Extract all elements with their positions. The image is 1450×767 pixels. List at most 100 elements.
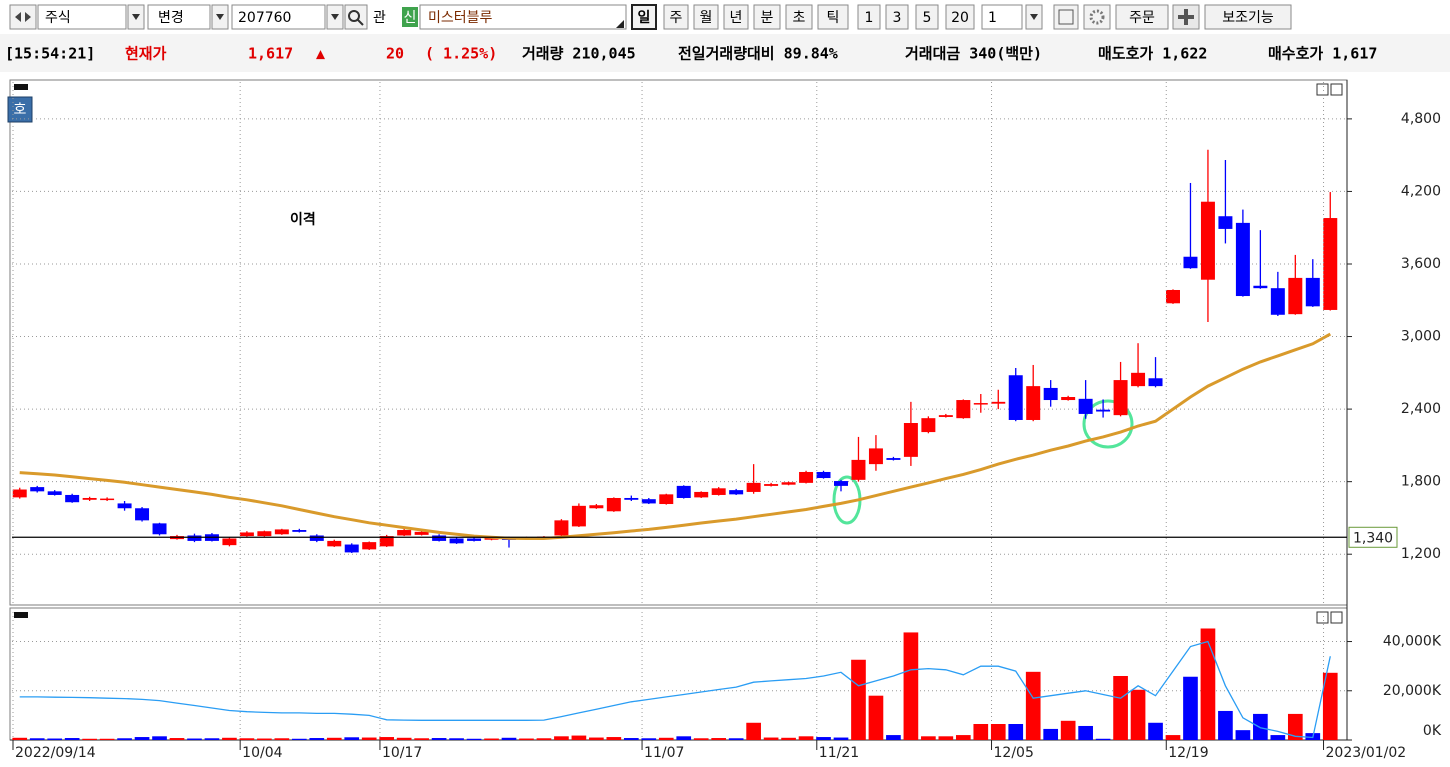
- panel-close[interactable]: [1330, 83, 1343, 96]
- x-tick-label: 12/19: [1168, 745, 1208, 761]
- candle-body: [781, 482, 796, 485]
- volume-bar: [361, 737, 377, 740]
- panel-close[interactable]: [1330, 611, 1343, 624]
- volume-bar: [1165, 735, 1181, 740]
- volume-bar: [973, 724, 989, 740]
- quote-rate: ( 1.25%): [425, 45, 497, 63]
- corner-mark: [616, 20, 624, 28]
- candle-body: [432, 535, 447, 541]
- order[interactable]: 주문: [1129, 10, 1155, 26]
- panel-max[interactable]: [1316, 611, 1329, 624]
- code: 207760: [238, 10, 291, 26]
- volume-bar: [571, 735, 587, 740]
- y-tick-label: 1,200: [1401, 546, 1441, 562]
- interval-label[interactable]: 1: [865, 10, 874, 26]
- volume-bar: [886, 735, 901, 740]
- save-icon: [1058, 9, 1074, 25]
- highlight-circle: [1082, 399, 1134, 449]
- volume-bar: [152, 736, 167, 740]
- panel-icon[interactable]: [14, 612, 28, 618]
- volume-bar: [728, 738, 744, 740]
- volume-bar: [326, 737, 342, 740]
- search-icon: [348, 10, 360, 22]
- period-button[interactable]: [723, 4, 749, 30]
- interval-label[interactable]: 3: [893, 10, 902, 26]
- interval-button[interactable]: [885, 4, 909, 30]
- volume-bar: [781, 737, 796, 740]
- candle-body: [222, 538, 237, 546]
- name-field[interactable]: [419, 4, 627, 30]
- candle-body: [589, 505, 604, 509]
- volume-bar: [431, 738, 447, 740]
- order-button[interactable]: [1115, 4, 1169, 30]
- volume-bar: [222, 737, 237, 740]
- candle-body: [1270, 288, 1285, 315]
- change-field[interactable]: [147, 4, 211, 30]
- aux-button[interactable]: [1204, 4, 1292, 30]
- candle-body: [851, 459, 866, 480]
- interval-button[interactable]: [945, 4, 975, 30]
- period-label[interactable]: 년: [730, 10, 743, 26]
- volume-bar: [1322, 672, 1338, 740]
- candle-body: [379, 536, 394, 547]
- period-button[interactable]: [693, 4, 719, 30]
- y-tick-label: 40,000K: [1383, 634, 1442, 650]
- settings-button[interactable]: [1083, 4, 1111, 30]
- candle-body: [1096, 409, 1111, 412]
- aux[interactable]: 보조기능: [1222, 10, 1274, 26]
- volume-bar: [1235, 730, 1251, 740]
- nav-button[interactable]: [9, 4, 37, 30]
- interval-button[interactable]: [857, 4, 881, 30]
- badge-new-text: 신: [404, 10, 417, 26]
- candle-body: [624, 497, 639, 500]
- period-button[interactable]: [631, 4, 657, 30]
- volume-bar: [589, 737, 604, 740]
- volume-bar: [379, 737, 395, 740]
- volume-bar: [693, 738, 709, 740]
- period-label[interactable]: 월: [700, 10, 713, 26]
- candle-body: [991, 401, 1006, 404]
- candle-body: [659, 494, 674, 505]
- volume-bar: [396, 737, 412, 740]
- candle-body: [956, 400, 971, 419]
- period-button[interactable]: [663, 4, 689, 30]
- panel-icon[interactable]: [14, 84, 28, 90]
- period-label[interactable]: 분: [761, 10, 774, 26]
- candle-body: [921, 418, 936, 433]
- panel-badge[interactable]: 호: [14, 102, 27, 118]
- candle-body: [47, 491, 62, 495]
- period-label[interactable]: 주: [670, 10, 683, 26]
- interval-label[interactable]: 5: [923, 10, 932, 26]
- volume-bar: [746, 722, 761, 740]
- watch[interactable]: 관: [373, 10, 386, 26]
- settings-icon: [1089, 9, 1105, 25]
- period-button[interactable]: [817, 4, 849, 30]
- candle-body: [903, 423, 918, 457]
- volume-bar: [1287, 713, 1303, 740]
- candle-body: [82, 497, 97, 500]
- candle-body: [1305, 277, 1320, 307]
- quote-item: 거래량 210,045: [522, 45, 636, 63]
- candle-body: [274, 529, 289, 535]
- volume-bar: [1078, 725, 1093, 740]
- badge-box[interactable]: [7, 96, 33, 123]
- period-button[interactable]: [753, 4, 781, 30]
- volume-bar: [239, 738, 255, 740]
- panel-max[interactable]: [1316, 83, 1329, 96]
- candle-body: [834, 481, 848, 486]
- period-label[interactable]: 일: [638, 10, 651, 26]
- change: 변경: [158, 10, 184, 26]
- count-field[interactable]: [981, 4, 1023, 30]
- save-button[interactable]: [1053, 4, 1079, 30]
- market-field[interactable]: [37, 4, 127, 30]
- interval-label[interactable]: 20: [951, 10, 969, 26]
- volume-bar: [414, 738, 429, 740]
- code-field[interactable]: [231, 4, 326, 30]
- period-label[interactable]: 초: [793, 10, 806, 26]
- period-button[interactable]: [785, 4, 813, 30]
- market: 주식: [45, 10, 71, 26]
- interval-button[interactable]: [915, 4, 939, 30]
- volume-bar: [117, 738, 132, 740]
- period-label[interactable]: 틱: [827, 10, 840, 26]
